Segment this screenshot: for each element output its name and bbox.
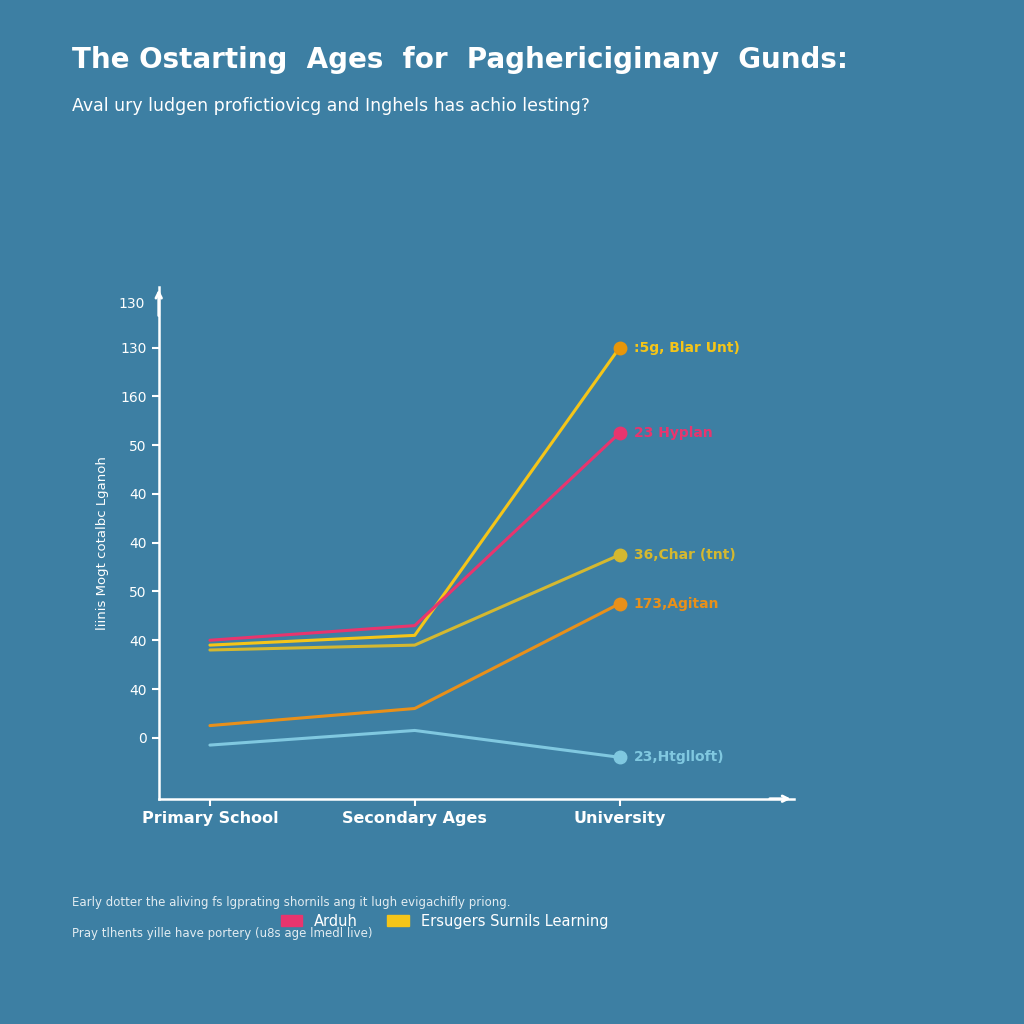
Text: Early dotter the aliving fs lgprating shornils ang it lugh evigachifly priong.: Early dotter the aliving fs lgprating sh… [72, 896, 510, 909]
Text: 23,Htglloft): 23,Htglloft) [634, 751, 725, 764]
Text: The Ostarting  Ages  for  Paghericiginany  Gunds:: The Ostarting Ages for Paghericiginany G… [72, 46, 848, 74]
Text: :5g, Blar Unt): :5g, Blar Unt) [634, 341, 739, 354]
Text: Pray tlhents yille have portery (u8s age lmedl live): Pray tlhents yille have portery (u8s age… [72, 927, 372, 940]
Text: 23 Hyplan: 23 Hyplan [634, 426, 713, 440]
Text: 173,Agitan: 173,Agitan [634, 597, 719, 610]
Text: 36,Char (tnt): 36,Char (tnt) [634, 548, 735, 562]
Legend: Arduh, Ersugers Surnils Learning: Arduh, Ersugers Surnils Learning [274, 908, 614, 935]
Text: 130: 130 [118, 297, 144, 311]
Text: Aval ury ludgen profictiovicg and Inghels has achio lesting?: Aval ury ludgen profictiovicg and Inghel… [72, 97, 590, 116]
Y-axis label: liinis Mogt cotalbc Lganoh: liinis Mogt cotalbc Lganoh [96, 456, 110, 630]
